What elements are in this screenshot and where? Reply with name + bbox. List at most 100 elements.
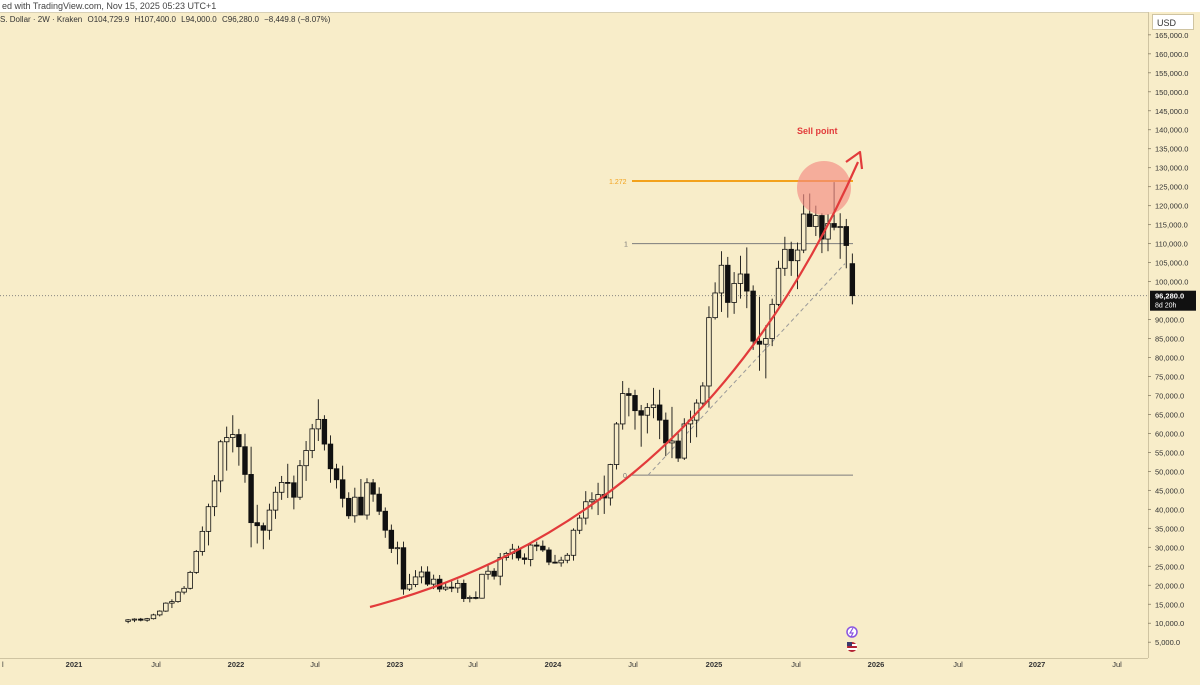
candle-body [718, 264, 725, 294]
sell-point-circle [797, 161, 851, 215]
candle-body [461, 582, 467, 599]
candle-body [756, 340, 763, 345]
candle-body [570, 529, 577, 556]
candle-body [406, 584, 413, 590]
candle-body [473, 597, 479, 599]
fib-label-0: 0 [623, 473, 627, 480]
y-tick-label: 115,000.0 [1155, 221, 1188, 230]
y-tick-label: 75,000.0 [1155, 372, 1184, 381]
candle-body [382, 510, 388, 531]
candle-body [260, 525, 267, 531]
candle-body [744, 273, 750, 292]
candle-body [150, 614, 157, 620]
x-tick-label: Jul [151, 660, 161, 669]
x-tick-label: Jul [468, 660, 478, 669]
candle-body [782, 248, 788, 269]
y-tick-label: 105,000.0 [1155, 259, 1188, 268]
price-axis-panel[interactable] [1148, 12, 1200, 658]
y-tick-label: 50,000.0 [1155, 467, 1184, 476]
candle-body [236, 434, 242, 448]
y-tick-label: 150,000.0 [1155, 88, 1188, 97]
candle-body [144, 618, 150, 621]
candle-body [333, 468, 340, 481]
y-tick-label: 35,000.0 [1155, 524, 1184, 533]
x-tick-label: 2024 [545, 660, 563, 669]
y-tick-label: 120,000.0 [1155, 202, 1188, 211]
us-flag-icon [847, 642, 857, 652]
y-tick-label: 70,000.0 [1155, 391, 1184, 400]
candle-body [187, 571, 193, 589]
symbol-name[interactable]: S. Dollar · 2W · Kraken [0, 15, 83, 24]
x-tick-label: 2021 [66, 660, 83, 669]
candle-body [291, 482, 297, 498]
candle-body [242, 446, 248, 475]
us-flag-icon-canton [847, 642, 852, 646]
candle-body [491, 570, 497, 577]
fib-label-1272: 1.272 [609, 179, 627, 186]
close-value: C96,280.0 [221, 15, 259, 24]
candle-body [632, 395, 638, 412]
candle-body [558, 559, 564, 564]
y-tick-label: 145,000.0 [1155, 107, 1188, 116]
last-price-box [1150, 290, 1196, 311]
candle-body [669, 440, 675, 444]
candle-body [309, 428, 315, 451]
last-price-value: 96,280.0 [1155, 292, 1184, 301]
candle-body [479, 573, 485, 599]
y-tick-label: 5,000.0 [1155, 638, 1180, 647]
candle-body [607, 464, 614, 499]
candle-body [157, 610, 163, 616]
candle-body [725, 264, 731, 303]
candle-body [788, 248, 794, 262]
candle-body [266, 509, 273, 531]
y-tick-label: 160,000.0 [1155, 50, 1188, 59]
export-header: ed with TradingView.com, Nov 15, 2025 05… [0, 0, 1200, 13]
candle-body [400, 547, 407, 590]
candle-body [131, 618, 138, 621]
y-tick-label: 165,000.0 [1155, 31, 1188, 40]
y-tick-label: 15,000.0 [1155, 600, 1184, 609]
fib-label-1: 1 [624, 242, 628, 249]
symbol-legend[interactable]: S. Dollar · 2W · Kraken O104,729.9 H107,… [0, 15, 333, 24]
y-tick-label: 100,000.0 [1155, 278, 1188, 287]
time-axis-panel[interactable] [0, 658, 1148, 685]
candle-body [412, 576, 419, 585]
candle-body [619, 393, 626, 425]
candle-body [430, 578, 437, 585]
candle-body [613, 423, 620, 465]
candle-body [819, 215, 825, 240]
candle-body [527, 544, 534, 560]
open-value: O104,729.9 [87, 15, 130, 24]
candle-body [217, 441, 224, 482]
candle-body [327, 443, 334, 470]
candle-body [449, 586, 455, 589]
x-tick-label: 2025 [706, 660, 723, 669]
y-tick-label: 30,000.0 [1155, 543, 1184, 552]
export-header-text: ed with TradingView.com, Nov 15, 2025 05… [2, 1, 217, 11]
candle-body [807, 213, 813, 227]
candle-body [763, 338, 769, 345]
candle-body [546, 549, 552, 563]
candle-body [352, 496, 358, 517]
candle-body [644, 407, 651, 416]
candle-body [211, 480, 218, 508]
y-tick-label: 130,000.0 [1155, 164, 1188, 173]
candle-body [193, 551, 199, 573]
arrow-head [845, 150, 864, 170]
y-tick-label: 90,000.0 [1155, 316, 1184, 325]
y-tick-label: 45,000.0 [1155, 486, 1184, 495]
candle-body [370, 482, 376, 495]
candle-body [467, 597, 473, 599]
candle-body [843, 226, 849, 246]
candle-body [278, 481, 285, 493]
candle-body [656, 404, 663, 421]
candle-body [199, 530, 206, 552]
currency-label[interactable]: USD [1152, 14, 1194, 30]
change-value: −8,449.8 (−8.07%) [264, 15, 331, 24]
y-tick-label: 125,000.0 [1155, 183, 1188, 192]
x-tick-label: 2027 [1029, 660, 1046, 669]
parabolic-curve [369, 161, 860, 609]
candle-body [552, 561, 558, 564]
